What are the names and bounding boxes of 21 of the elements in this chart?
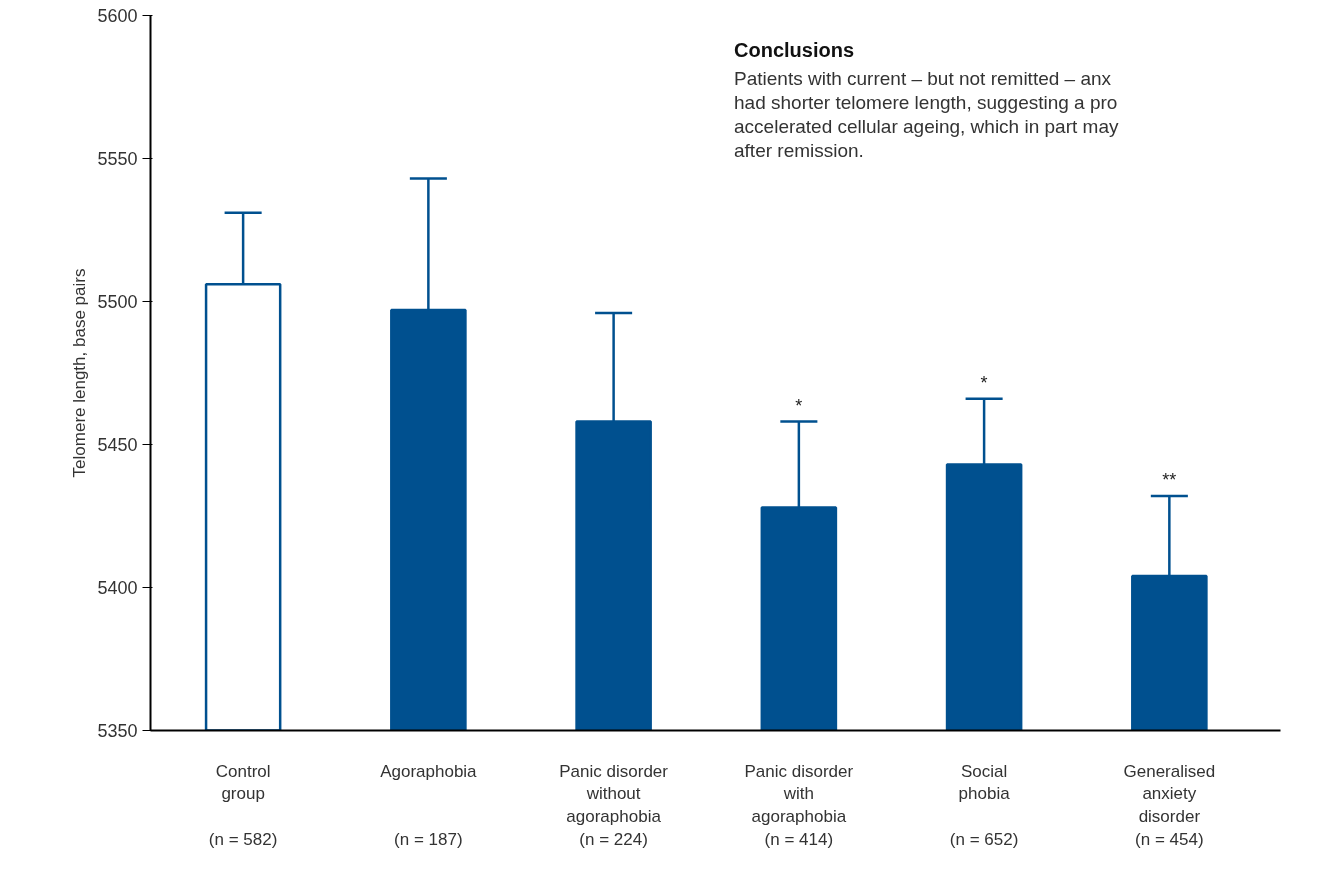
category-label: Agoraphobia (n = 187) xyxy=(380,761,477,849)
annotation: Conclusions xyxy=(734,38,855,61)
annotation: * xyxy=(980,372,988,393)
annotation: Patients with current – but not remitted – anx xyxy=(734,67,1112,89)
x-tick-label: Generalised anxiety disorder (n = 454) xyxy=(1123,761,1216,849)
x-tick-label: Panic disorder without agoraphobia (n = 224) xyxy=(559,761,669,849)
annotation: * xyxy=(795,395,803,416)
y-axis-title: Telomere length, base pairs xyxy=(70,268,90,478)
y-tick-label: 5450 xyxy=(97,435,138,455)
annotation: accelerated cellular ageing, which in part may xyxy=(734,115,1119,137)
category-label: Control group (n = 582) xyxy=(208,761,278,849)
annotation: had shorter telomere length, suggesting a pro xyxy=(734,91,1118,113)
annotation: ** xyxy=(1162,469,1177,490)
x-tick-label: Panic disorder with agoraphobia (n = 414) xyxy=(744,761,854,849)
y-tick-label: 5400 xyxy=(97,578,138,598)
y-tick-label: 5550 xyxy=(97,149,138,169)
annotation: after remission. xyxy=(734,139,864,161)
y-tick-label: 5350 xyxy=(97,721,138,741)
category-label: Social phobia (n = 652) xyxy=(949,761,1019,849)
y-tick-label: 5600 xyxy=(97,6,138,26)
y-tick-label: 5500 xyxy=(97,292,138,312)
